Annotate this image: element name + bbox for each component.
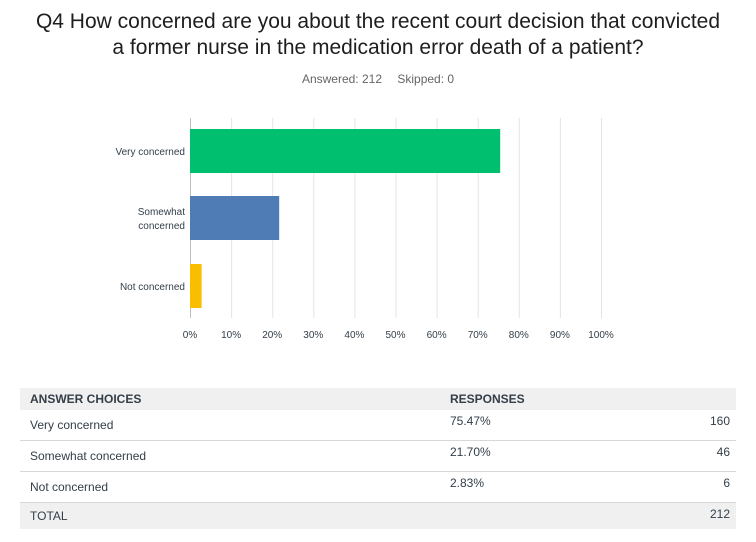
total-spacer — [440, 502, 614, 529]
category-label: concerned — [138, 221, 185, 232]
question-title-line-2: a former nurse in the medication error d… — [112, 36, 644, 59]
x-tick-label: 30% — [303, 330, 323, 341]
bar — [190, 196, 280, 240]
category-label: Not concerned — [120, 282, 185, 293]
x-tick-label: 70% — [468, 330, 488, 341]
response-summary: Answered: 212 Skipped: 0 — [0, 72, 756, 86]
answer-choice: Very concerned — [20, 410, 440, 441]
question-title-line-1: Q4 How concerned are you about the recen… — [35, 10, 721, 33]
answered-count: Answered: 212 — [301, 72, 382, 86]
response-count: 160 — [613, 410, 736, 441]
total-count: 212 — [613, 502, 736, 529]
response-count: 6 — [613, 471, 736, 503]
x-tick-label: 0% — [183, 330, 198, 341]
bar-chart: Very concerned Somewhat concerned Not conce… — [116, 118, 614, 341]
question-title: Q4 How concerned are you about the recen… — [20, 9, 736, 61]
response-percent: 75.47% — [440, 410, 614, 441]
x-tick-label: 20% — [262, 330, 282, 341]
header-responses: RESPONSES — [440, 388, 736, 410]
x-tick-label: 10% — [221, 330, 241, 341]
answer-choice: Not concerned — [20, 471, 440, 503]
x-tick-label: 90% — [550, 330, 570, 341]
table-row: Not concerned 2.83% 6 — [20, 471, 736, 503]
table-row: Very concerned 75.47% 160 — [20, 410, 736, 441]
header-answer-choices: ANSWER CHOICES — [20, 388, 440, 410]
response-percent: 21.70% — [440, 440, 614, 472]
x-tick-label: 100% — [588, 330, 614, 341]
skipped-count: Skipped: 0 — [397, 72, 455, 86]
response-percent: 2.83% — [440, 471, 614, 503]
category-label: Very concerned — [116, 147, 186, 158]
bar — [190, 129, 501, 173]
x-tick-label: 50% — [385, 330, 405, 341]
x-tick-label: 60% — [427, 330, 447, 341]
answer-choice: Somewhat concerned — [20, 440, 440, 472]
x-tick-label: 80% — [509, 330, 529, 341]
x-tick-label: 40% — [344, 330, 364, 341]
total-row: TOTAL 212 — [20, 502, 736, 529]
answers-table: ANSWER CHOICES RESPONSES Very concerned … — [20, 388, 736, 529]
total-label: TOTAL — [20, 502, 440, 529]
table-row: Somewhat concerned 21.70% 46 — [20, 440, 736, 472]
category-label: Somewhat — [138, 207, 185, 218]
response-count: 46 — [613, 440, 736, 472]
bar — [190, 264, 202, 308]
table-header-row: ANSWER CHOICES RESPONSES — [20, 388, 736, 410]
